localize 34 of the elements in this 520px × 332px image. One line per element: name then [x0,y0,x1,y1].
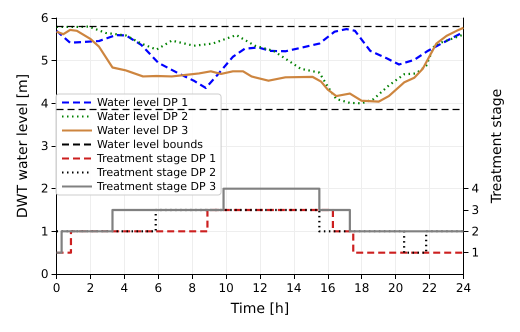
y2-tick-label: 4 [471,182,480,196]
x-tick-label: 14 [286,281,302,295]
legend-label: Treatment stage DP 3 [96,180,216,193]
x-tick-label: 4 [120,281,128,295]
y-tick-label: 2 [40,182,49,196]
x-tick-label: 24 [456,281,472,295]
y-tick-label: 3 [40,139,49,153]
x-tick-label: 0 [52,281,60,295]
legend-label: Water level DP 2 [97,110,188,123]
x-tick-label: 12 [252,281,268,295]
legend-label: Water level DP 3 [97,124,188,137]
x-tick-label: 18 [354,281,370,295]
x-tick-label: 6 [154,281,162,295]
y-tick-label: 4 [40,96,49,110]
x-tick-label: 20 [388,281,404,295]
x-axis-title: Time [h] [230,301,290,317]
y-tick-label: 5 [40,54,49,68]
y-axis-title: DWT water level [m] [15,74,31,218]
x-tick-label: 22 [422,281,438,295]
y-tick-label: 0 [40,267,49,281]
x-tick-label: 10 [218,281,234,295]
x-tick-label: 2 [86,281,94,295]
y2-axis-title: Treatment stage [489,88,505,204]
legend-label: Water level DP 1 [97,96,188,109]
legend-label: Treatment stage DP 1 [96,152,216,165]
y2-tick-label: 3 [471,203,480,217]
y2-tick-label: 2 [471,224,480,238]
y-tick-label: 1 [40,224,49,238]
legend-label: Treatment stage DP 2 [96,166,216,179]
x-tick-label: 8 [188,281,196,295]
y-tick-label: 6 [40,11,49,25]
legend-label: Water level bounds [97,138,204,151]
x-tick-label: 16 [320,281,336,295]
y2-tick-label: 1 [471,246,480,260]
